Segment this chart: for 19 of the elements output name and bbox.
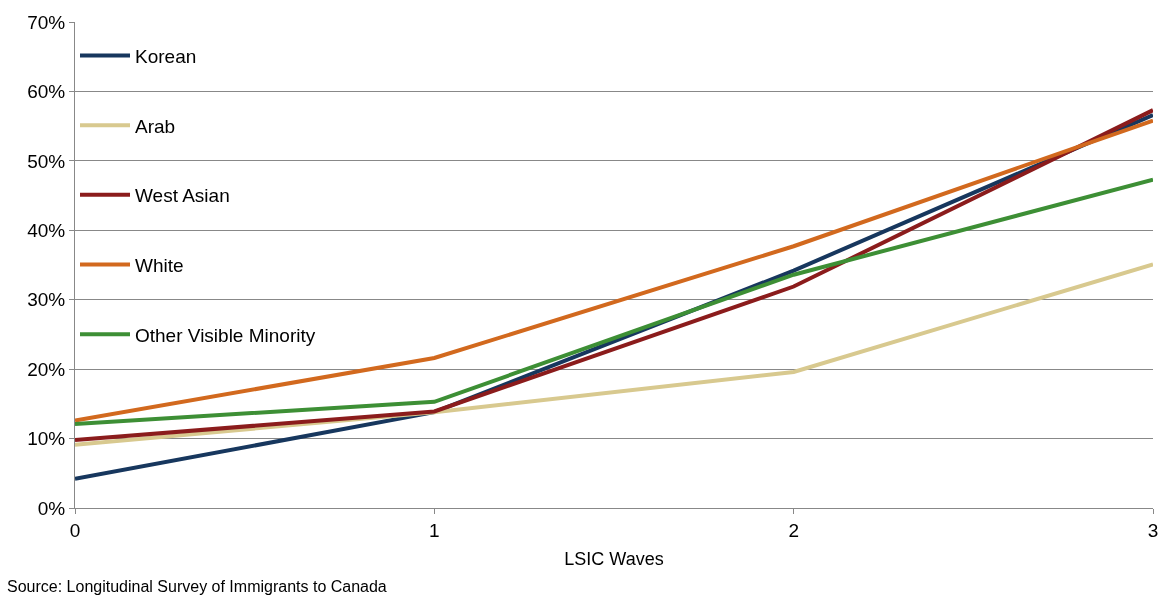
y-tick-label: 30% [27,289,66,311]
source-note: Source: Longitudinal Survey of Immigrants to Canada [7,578,387,595]
y-tick-label: 40% [27,219,66,241]
y-tick-label: 60% [27,81,66,103]
y-tick-label: 10% [27,428,66,450]
legend-label: Other Visible Minority [135,324,316,346]
y-tick-label: 20% [27,358,66,380]
y-tick-label: 50% [27,150,66,172]
y-tick-label: 0% [37,497,66,519]
x-axis-title: LSIC Waves [564,548,664,569]
y-tick-label: 70% [27,11,66,33]
x-tick-label: 3 [1147,519,1159,541]
legend-label: Arab [135,115,176,137]
legend-label: Korean [135,45,197,67]
x-tick-label: 0 [69,519,81,541]
legend-label: West Asian [135,185,230,207]
x-tick-label: 2 [788,519,799,541]
legend-label: White [135,254,184,276]
x-tick-label: 1 [429,519,440,541]
